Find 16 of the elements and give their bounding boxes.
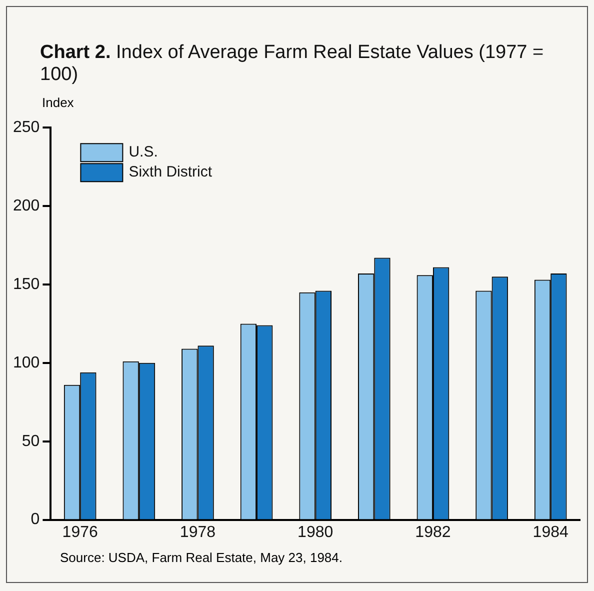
x-tick-label: 1982 [415,524,451,541]
y-tick-label: 100 [12,354,40,372]
y-tick-label: 250 [12,119,40,136]
legend-label: U.S. [128,144,158,161]
x-tick-label: 1978 [180,524,216,541]
x-tick-label: 1976 [62,524,98,541]
y-tick-label: 150 [12,276,40,293]
y-axis-title: Index [42,95,74,110]
y-tick-label: 50 [22,432,40,450]
legend-label: Sixth District [128,164,213,181]
x-tick-label: 1980 [298,524,334,541]
y-tick-label: 200 [12,197,40,214]
y-tick-label: 0 [30,511,40,528]
source-note: Source: USDA, Farm Real Estate, May 23, 1984. [60,550,343,565]
x-tick-label: 1984 [532,524,568,541]
chart-title: Chart 2. Index of Average Farm Real Estate Values (1977 = 100) [40,42,544,85]
